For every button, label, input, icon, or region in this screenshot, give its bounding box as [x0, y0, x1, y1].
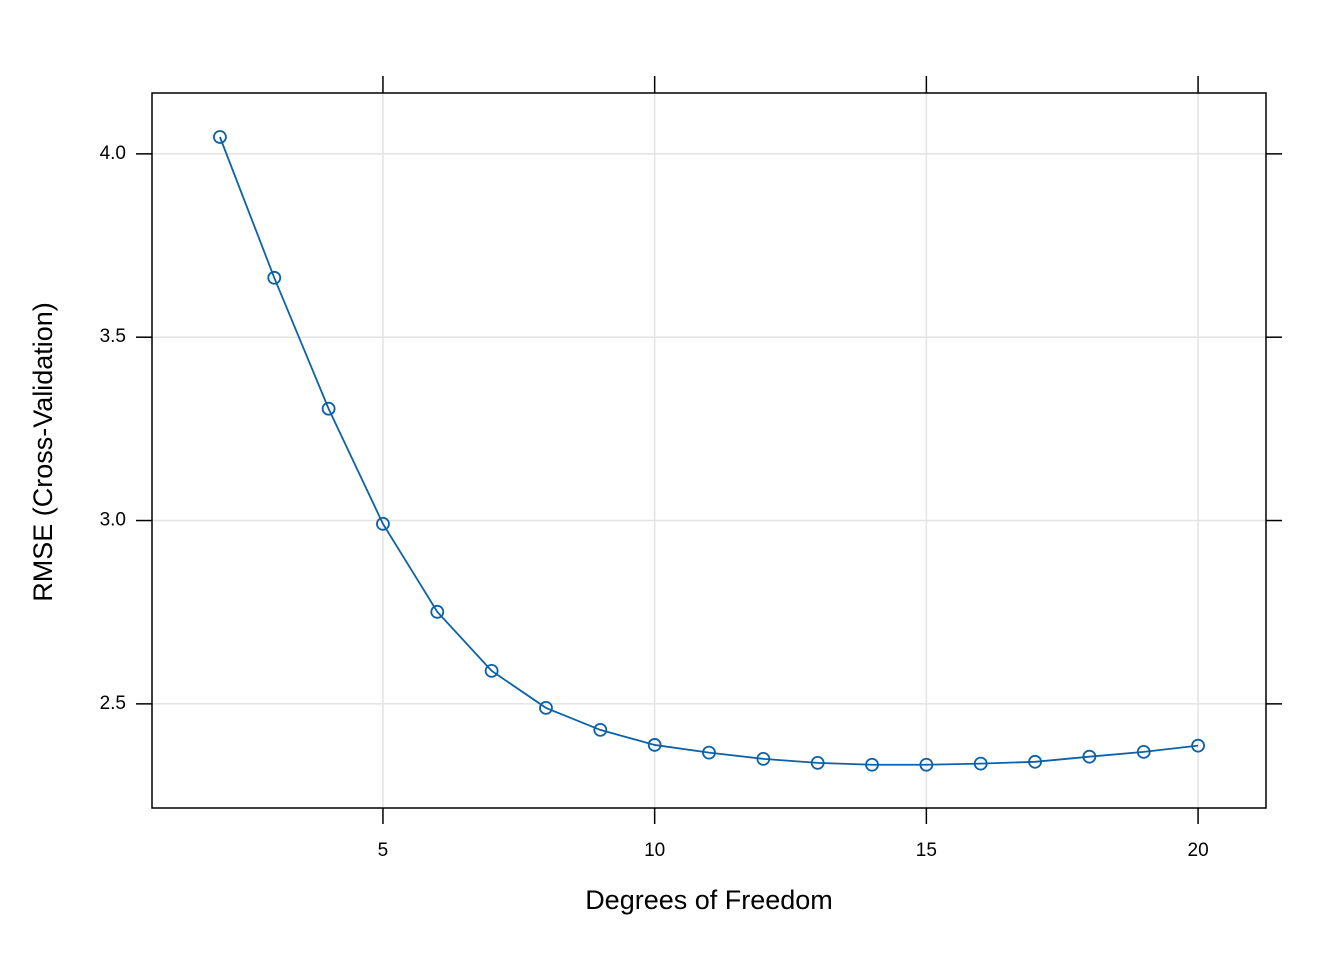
point — [321, 401, 336, 416]
point — [1028, 754, 1042, 769]
point — [647, 738, 662, 752]
point — [539, 701, 553, 715]
point — [1191, 738, 1205, 753]
x-tick-label: 15 — [916, 840, 937, 861]
y-tick-label: 3.0 — [100, 510, 126, 531]
point — [484, 663, 499, 678]
x-tick-label: 5 — [378, 840, 389, 861]
point — [702, 745, 716, 760]
point — [593, 723, 608, 737]
point — [213, 130, 227, 144]
point — [376, 516, 390, 531]
point — [865, 757, 879, 772]
x-tick-label: 20 — [1188, 840, 1209, 861]
point — [1136, 745, 1151, 759]
point — [756, 751, 771, 766]
point — [810, 756, 825, 770]
point — [1082, 749, 1097, 764]
x-axis-label: Degrees of Freedom — [585, 885, 833, 915]
point — [430, 604, 445, 619]
y-tick-label: 3.5 — [100, 326, 126, 347]
y-tick-label: 2.5 — [100, 693, 126, 714]
line — [219, 136, 1199, 766]
y-axis-label: RMSE (Cross-Validation) — [28, 302, 58, 602]
x-tick-label: 10 — [644, 840, 665, 861]
point — [973, 756, 988, 771]
point — [267, 270, 282, 285]
y-tick-label: 4.0 — [100, 143, 126, 164]
point — [919, 757, 934, 772]
plot-frame — [151, 92, 1267, 809]
